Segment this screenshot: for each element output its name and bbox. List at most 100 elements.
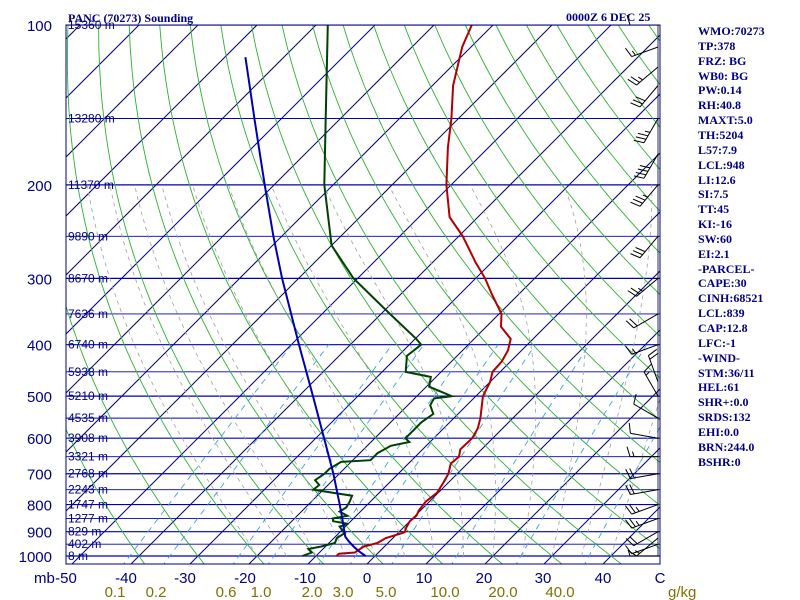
isotherm-line <box>66 25 199 158</box>
height-label: 11370 m <box>68 178 114 192</box>
dry-adiabat <box>66 428 146 564</box>
mixing-ratio-tick-label: 0.2 <box>146 584 167 600</box>
stability-index-item: HEL:61 <box>698 380 740 395</box>
wind-barb-staff <box>633 313 659 329</box>
stability-index-item: LCL:839 <box>698 306 745 321</box>
dry-adiabat <box>189 25 503 564</box>
wind-barb-flag <box>630 287 640 295</box>
temperature-tick-label: 10 <box>416 570 433 587</box>
isotherm-line <box>543 447 660 564</box>
wind-barb-flag <box>629 318 638 327</box>
wind-barbs <box>625 14 659 557</box>
mixing-ratio-unit-label: g/kg <box>668 584 696 600</box>
temperature-tick-label: 20 <box>476 570 493 587</box>
wind-barb-half <box>632 451 635 457</box>
wind-barb-half <box>628 550 631 557</box>
mixing-ratio-tick-label: 20.0 <box>488 584 517 600</box>
mixing-ratio-line <box>391 344 536 564</box>
wind-barb <box>625 344 659 355</box>
mixing-ratio-tick-label: 3.0 <box>333 584 354 600</box>
wind-barb-flag <box>625 505 633 515</box>
wind-barb <box>625 468 659 480</box>
wind-barb-flag <box>625 538 635 547</box>
temperature-tick-label: -20 <box>234 570 256 587</box>
wind-barb <box>633 153 659 179</box>
mixing-ratio-line <box>349 344 499 564</box>
height-label: 2768 m <box>68 467 108 481</box>
moist-adiabat <box>469 184 536 557</box>
temperature-tick-label: -40 <box>115 570 137 587</box>
mixing-ratio-tick-label: 2.0 <box>302 584 323 600</box>
height-label: 5210 m <box>68 389 108 403</box>
temperature-tick-label: -10 <box>294 570 316 587</box>
plot-frame <box>65 24 661 565</box>
wind-barb-flag <box>632 99 643 105</box>
height-label: 13280 m <box>68 112 115 126</box>
wind-barb-staff <box>647 355 659 383</box>
wind-barb-staff <box>643 153 659 179</box>
wind-barb <box>627 537 659 557</box>
mixing-ratio-tick-label: 5.0 <box>376 584 397 600</box>
mixing-ratio-line <box>318 344 470 564</box>
height-label: 1747 m <box>68 498 108 512</box>
wind-barb-flag <box>633 393 637 405</box>
temperature-tick-label: C <box>655 570 666 587</box>
stability-index-item: -WIND- <box>698 350 740 365</box>
isotherm-line <box>425 329 660 564</box>
moist-adiabat <box>161 184 346 557</box>
dry-adiabat <box>281 25 660 550</box>
wind-barb-staff <box>636 277 659 297</box>
wind-barb-flag <box>633 175 645 179</box>
mixing-ratio-tick-label: 10.0 <box>430 584 459 600</box>
wind-barb-half <box>638 76 643 81</box>
wind-barb <box>627 277 659 297</box>
wind-barb <box>625 313 659 329</box>
isotherm-line <box>66 25 494 453</box>
wind-barb-flag <box>629 484 635 495</box>
wind-barb-flag <box>643 363 652 373</box>
isotherm-line <box>484 388 660 564</box>
stability-index-item: LFC:-1 <box>698 335 736 350</box>
wind-barb <box>625 46 659 58</box>
temperature-tick-label: 40 <box>595 570 612 587</box>
wind-barb-half <box>645 371 650 376</box>
stability-index-item: TP:378 <box>698 38 736 53</box>
temperature-trace <box>335 25 512 557</box>
wind-barb <box>625 531 659 547</box>
stability-index-item: SI:7.5 <box>698 187 729 202</box>
stability-index-item: PW:0.14 <box>698 83 742 98</box>
isotherm-line <box>71 25 612 564</box>
stability-index-item: LCL:948 <box>698 157 745 172</box>
wind-barb-flag <box>637 168 649 172</box>
isotherm-line <box>66 25 258 217</box>
wind-barb-half <box>638 287 643 292</box>
wind-barb-flag <box>639 165 651 169</box>
wind-barb-flag <box>635 195 646 201</box>
wind-barb-staff <box>639 85 659 108</box>
wind-barb <box>626 446 658 458</box>
wind-barb-half <box>631 50 636 56</box>
wind-barb-staff <box>643 371 659 397</box>
dry-adiabat <box>98 25 325 564</box>
wind-barb-flag <box>629 536 638 545</box>
pressure-tick-label: 100 <box>27 18 52 35</box>
wind-barb-flag <box>625 47 633 57</box>
wind-barb-flag <box>626 446 631 457</box>
wind-barb-flag <box>626 14 631 26</box>
wind-barb <box>630 235 659 259</box>
height-label: 2243 m <box>68 483 108 497</box>
wind-barb-flag <box>625 345 633 355</box>
moist-adiabat <box>192 184 376 557</box>
mixing-ratio-line <box>451 344 590 564</box>
stability-index-item: FRZ: BG <box>698 53 747 68</box>
mixing-ratio-tick-label: 1.0 <box>251 584 272 600</box>
wind-barb-half <box>644 130 651 133</box>
wind-barb-staff <box>631 46 659 58</box>
wind-barb <box>628 422 659 439</box>
mixing-ratio-line <box>232 344 393 564</box>
skewt-grid <box>66 25 660 564</box>
stability-index-item: CAPE:30 <box>698 276 747 291</box>
dewpoint-trace <box>302 25 456 557</box>
pressure-tick-label: 900 <box>27 525 52 542</box>
stability-index-item: BSHR:0 <box>698 454 741 469</box>
